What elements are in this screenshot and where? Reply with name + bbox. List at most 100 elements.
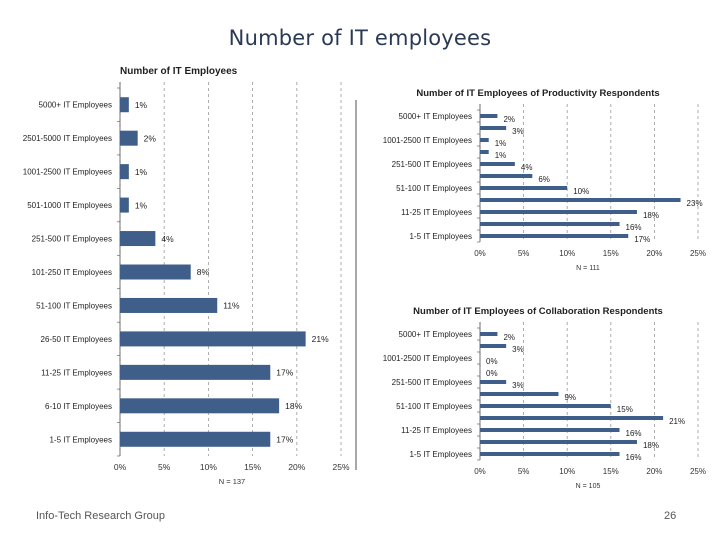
collaboration-chart-bar-value-label: 16% bbox=[626, 453, 642, 462]
all-chart-x-tick-label: 25% bbox=[332, 462, 349, 472]
productivity-chart-bar bbox=[480, 114, 498, 118]
productivity-chart-bar bbox=[480, 174, 533, 178]
all-chart-bar-value-label: 17% bbox=[276, 368, 293, 378]
collaboration-chart-x-tick-label: 5% bbox=[518, 467, 530, 476]
all-chart-bar bbox=[120, 130, 138, 146]
all-chart-bar bbox=[120, 164, 129, 180]
collaboration-chart-bar-value-label: 3% bbox=[512, 381, 524, 390]
collaboration-chart-bar bbox=[480, 428, 620, 432]
footer-company: Info-Tech Research Group bbox=[36, 510, 166, 522]
collaboration-chart-bar bbox=[480, 332, 498, 336]
all-chart-category-label: 11-25 IT Employees bbox=[41, 368, 112, 377]
productivity-chart-bar-value-label: 18% bbox=[643, 211, 659, 220]
collaboration-chart-title: Number of IT Employees of Collaboration … bbox=[413, 306, 663, 317]
all-chart-bar bbox=[120, 431, 271, 447]
collaboration-chart-bar-value-label: 18% bbox=[643, 441, 659, 450]
all-chart-bar-value-label: 11% bbox=[223, 301, 240, 311]
slide-title: Number of IT employees bbox=[228, 26, 492, 50]
all-chart-bar-value-label: 1% bbox=[135, 167, 148, 177]
collaboration-chart-x-tick-label: 15% bbox=[603, 467, 619, 476]
collaboration-chart-x-tick-label: 20% bbox=[646, 467, 662, 476]
productivity-chart-bar-value-label: 23% bbox=[687, 199, 703, 208]
productivity-chart-bar-value-label: 4% bbox=[521, 163, 533, 172]
collaboration-chart-category-label: 251-500 IT Employees bbox=[392, 378, 472, 387]
collaboration-chart-x-tick-label: 25% bbox=[690, 467, 706, 476]
collaboration-chart-bar bbox=[480, 416, 664, 420]
chart-collaboration-respondents-svg: Number of IT Employees of Collaboration … bbox=[383, 306, 706, 490]
collaboration-chart-category-label: 5000+ IT Employees bbox=[399, 330, 472, 339]
collaboration-chart-category-label: 51-100 IT Employees bbox=[396, 402, 472, 411]
all-chart-category-label: 51-100 IT Employees bbox=[36, 301, 112, 310]
collaboration-chart-bar-value-label: 2% bbox=[503, 333, 515, 342]
all-chart-bar-value-label: 1% bbox=[135, 200, 148, 210]
all-chart-bar bbox=[120, 97, 129, 113]
all-chart-category-label: 5000+ IT Employees bbox=[39, 101, 112, 110]
collaboration-chart-bar bbox=[480, 452, 620, 456]
chart-all-respondents-svg: Number of IT Employees 0% 5% 10% 15% 20% 25% 50… bbox=[23, 66, 350, 486]
all-chart-category-label: 501-1000 IT Employees bbox=[27, 201, 112, 210]
all-chart-bar-value-label: 17% bbox=[276, 435, 293, 445]
all-chart-x-tick-label: 5% bbox=[158, 462, 171, 472]
productivity-chart-bar-value-label: 16% bbox=[626, 223, 642, 232]
collaboration-chart-bar-value-label: 16% bbox=[626, 429, 642, 438]
all-chart-bar bbox=[120, 364, 271, 380]
productivity-chart-bar-value-label: 17% bbox=[634, 235, 650, 244]
collaboration-chart-bar-value-label: 21% bbox=[669, 417, 685, 426]
all-chart-bar-value-label: 2% bbox=[144, 133, 157, 143]
productivity-chart-bar bbox=[480, 150, 489, 154]
productivity-chart-category-label: 51-100 IT Employees bbox=[396, 184, 472, 193]
collaboration-chart-bar bbox=[480, 440, 637, 444]
productivity-chart-x-tick-label: 25% bbox=[690, 249, 706, 258]
chart-productivity-respondents: Number of IT Employees of Productivity R… bbox=[360, 82, 715, 287]
all-chart-category-label: 26-50 IT Employees bbox=[41, 335, 112, 344]
productivity-chart-bar-value-label: 10% bbox=[573, 187, 589, 196]
productivity-chart-bar bbox=[480, 138, 489, 142]
collaboration-chart-bar-value-label: 9% bbox=[564, 393, 576, 402]
productivity-chart-category-label: 1-5 IT Employees bbox=[409, 232, 472, 241]
collaboration-chart-category-label: 11-25 IT Employees bbox=[401, 426, 472, 435]
productivity-chart-bar-value-label: 2% bbox=[503, 115, 515, 124]
productivity-chart-bar-value-label: 3% bbox=[512, 127, 524, 136]
collaboration-chart-bar-value-label: 0% bbox=[486, 357, 498, 366]
collaboration-chart-bar bbox=[480, 404, 611, 408]
all-chart-title: Number of IT Employees bbox=[120, 66, 238, 77]
all-chart-bar-value-label: 18% bbox=[285, 401, 302, 411]
productivity-chart-bar-value-label: 1% bbox=[495, 139, 507, 148]
all-chart-bar-value-label: 1% bbox=[135, 100, 148, 110]
productivity-chart-x-tick-label: 20% bbox=[646, 249, 662, 258]
collaboration-chart-bar bbox=[480, 344, 507, 348]
collaboration-chart-category-label: 1001-2500 IT Employees bbox=[383, 354, 472, 363]
collaboration-chart-bar bbox=[480, 380, 507, 384]
productivity-chart-bar bbox=[480, 222, 620, 226]
productivity-chart-sample-size: N = 111 bbox=[576, 265, 600, 272]
productivity-chart-category-label: 5000+ IT Employees bbox=[399, 112, 472, 121]
productivity-chart-bar bbox=[480, 186, 568, 190]
productivity-chart-x-tick-label: 10% bbox=[559, 249, 575, 258]
collaboration-chart-sample-size: N = 105 bbox=[576, 483, 601, 490]
all-chart-bar bbox=[120, 231, 156, 247]
page-number: 26 bbox=[664, 510, 677, 522]
all-chart-bar bbox=[120, 297, 218, 313]
productivity-chart-bar-value-label: 1% bbox=[495, 151, 507, 160]
collaboration-chart-bar bbox=[480, 392, 559, 396]
collaboration-chart-x-tick-label: 10% bbox=[559, 467, 575, 476]
all-chart-bar bbox=[120, 331, 306, 347]
all-chart-x-tick-label: 0% bbox=[114, 462, 127, 472]
productivity-chart-bar bbox=[480, 126, 507, 130]
all-chart-bar-value-label: 21% bbox=[312, 334, 329, 344]
productivity-chart-bar bbox=[480, 198, 681, 202]
all-chart-bar bbox=[120, 264, 191, 280]
all-chart-sample-size: N = 137 bbox=[219, 477, 245, 486]
collaboration-chart-bar-value-label: 0% bbox=[486, 369, 498, 378]
productivity-chart-title: Number of IT Employees of Productivity R… bbox=[416, 88, 659, 99]
chart-productivity-respondents-svg: Number of IT Employees of Productivity R… bbox=[383, 88, 706, 272]
collaboration-chart-bar-value-label: 3% bbox=[512, 345, 524, 354]
collaboration-chart-x-tick-label: 0% bbox=[474, 467, 486, 476]
all-chart-category-label: 251-500 IT Employees bbox=[32, 235, 112, 244]
all-chart-category-label: 6-10 IT Employees bbox=[45, 402, 112, 411]
all-chart-category-label: 1-5 IT Employees bbox=[49, 435, 112, 444]
productivity-chart-category-label: 251-500 IT Employees bbox=[392, 160, 472, 169]
all-chart-bar-value-label: 8% bbox=[197, 267, 210, 277]
productivity-chart-category-label: 11-25 IT Employees bbox=[401, 208, 472, 217]
chart-all-respondents: Number of IT Employees 0% 5% 10% 15% 20% 25% 50… bbox=[0, 60, 355, 500]
